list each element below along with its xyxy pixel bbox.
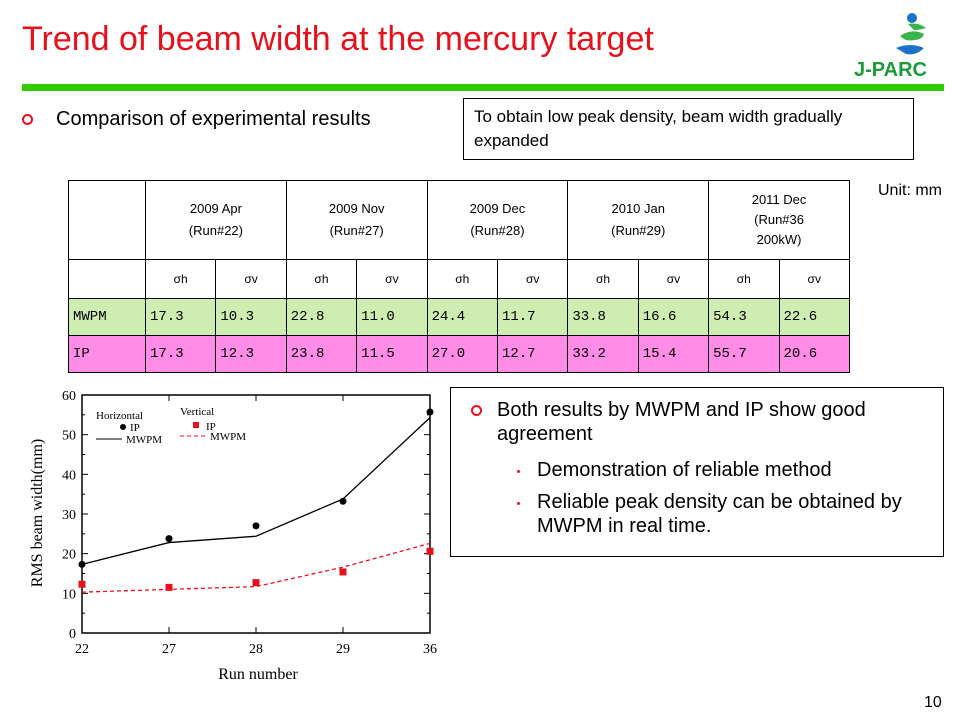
- sigma-label: σv: [215, 259, 287, 299]
- table-cell: 24.4: [426, 298, 498, 336]
- horizontal-ip-point: [165, 535, 173, 543]
- table-cell: 22.8: [285, 298, 358, 336]
- results-table: 2009 Apr (Run#22) 2009 Nov (Run#27) 2009 D…: [68, 180, 851, 373]
- sigma-label: σv: [637, 259, 710, 299]
- horizontal-ip-point: [426, 408, 434, 416]
- table-cell: 17.3: [144, 298, 217, 336]
- table-cell: 11.7: [496, 298, 569, 336]
- table-cell: 12.3: [215, 335, 287, 373]
- sigma-label: σh: [285, 259, 358, 299]
- vertical-mwpm-line: [81, 542, 431, 593]
- legend-vertical-title: Vertical: [180, 406, 214, 418]
- table-cell: 10.3: [215, 298, 287, 336]
- beam-width-chart: 0 10 20 30 40 50 60 22 27 28 29 36 Horizontal IP MWPM…: [20, 385, 440, 685]
- unit-label: Unit: mm: [878, 182, 942, 199]
- sigma-label: σh: [567, 259, 639, 299]
- table-cell: 15.4: [637, 335, 710, 373]
- circle-bullet-icon: [22, 114, 33, 125]
- horizontal-ip-point: [252, 522, 260, 530]
- table-cell: 33.2: [567, 335, 639, 373]
- jparc-logo: J-PARC: [850, 6, 946, 82]
- sub-bullet-icon: [517, 502, 520, 505]
- table-row-ip: IP 17.3 12.3 23.8 11.5 27.0 12.7 33.2 15…: [68, 335, 851, 373]
- title-underline-bar: [22, 84, 944, 91]
- column-header: 2009 Apr (Run#22): [145, 180, 287, 260]
- sigma-label: σh: [426, 259, 498, 299]
- legend-horizontal-title: Horizontal: [96, 410, 143, 422]
- x-tick-label: 29: [336, 642, 350, 657]
- page-number: 10: [924, 694, 942, 711]
- row-label: MWPM: [68, 298, 146, 336]
- sigma-label: σv: [356, 259, 428, 299]
- column-header: 2009 Dec (Run#28): [426, 180, 569, 260]
- y-axis-label: RMS beam width(mm): [29, 439, 46, 587]
- slide-title: Trend of beam width at the mercury targe…: [22, 20, 654, 58]
- circle-bullet-icon: [471, 405, 482, 416]
- legend-ip-label: IP: [206, 421, 216, 433]
- table-cell: 22.6: [778, 298, 851, 336]
- table-cell: 11.5: [356, 335, 428, 373]
- x-axis-label: Run number: [218, 666, 298, 683]
- column-header: 2011 Dec (Run#36 200kW): [708, 180, 850, 260]
- x-tick-label: 36: [423, 642, 437, 657]
- row-label: IP: [68, 335, 146, 373]
- y-tick-label: 10: [62, 587, 76, 602]
- table-cell: 23.8: [285, 335, 358, 373]
- y-tick-label: 20: [62, 548, 76, 563]
- horizontal-mwpm-line: [81, 417, 431, 566]
- legend-ip-marker: [120, 424, 126, 430]
- table-row-mwpm: MWPM 17.3 10.3 22.8 11.0 24.4 11.7 33.8 …: [68, 298, 851, 336]
- findings-main: Both results by MWPM and IP show good ag…: [497, 399, 866, 445]
- sub-bullet-icon: [517, 470, 520, 473]
- sigma-row: σh σv σh σv σh σv σh σv σh σv: [68, 259, 851, 299]
- table-cell: 33.8: [567, 298, 639, 336]
- sigma-label: σv: [778, 259, 851, 299]
- vertical-ip-point: [78, 580, 86, 588]
- sigma-label: σh: [144, 259, 217, 299]
- sigma-label: σv: [496, 259, 569, 299]
- note-box: To obtain low peak density, beam width g…: [463, 98, 914, 160]
- table-cell: 27.0: [426, 335, 498, 373]
- x-tick-label: 22: [75, 642, 89, 657]
- x-tick-label: 28: [249, 642, 263, 657]
- column-header: 2010 Jan (Run#29): [567, 180, 710, 260]
- table-header-row: 2009 Apr (Run#22) 2009 Nov (Run#27) 2009 D…: [68, 180, 850, 260]
- table-cell: 12.7: [496, 335, 569, 373]
- table-cell: 20.6: [778, 335, 851, 373]
- table-cell: 17.3: [144, 335, 217, 373]
- findings-box: Both results by MWPM and IP show good ag…: [450, 387, 944, 557]
- y-tick-label: 0: [69, 627, 76, 642]
- sigma-label: σh: [708, 259, 780, 299]
- vertical-ip-point: [426, 547, 434, 555]
- sigma-row-label: [68, 259, 146, 299]
- vertical-ip-point: [339, 568, 347, 576]
- legend-ip-marker-red: [193, 422, 199, 428]
- x-tick-label: 27: [162, 642, 176, 657]
- chart-marks: [78, 408, 434, 593]
- table-cell: 11.0: [356, 298, 428, 336]
- y-tick-label: 50: [62, 429, 76, 444]
- chart-axes: 0 10 20 30 40 50 60 22 27 28 29 36: [62, 389, 437, 657]
- column-header: 2009 Nov (Run#27): [285, 180, 428, 260]
- jparc-logo-icon: J-PARC: [854, 13, 927, 81]
- findings-sub-item: Demonstration of reliable method: [537, 459, 832, 481]
- legend-mwpm-label: MWPM: [210, 431, 246, 443]
- table-cell: 54.3: [708, 298, 780, 336]
- table-cell: 16.6: [637, 298, 710, 336]
- findings-sub-item: Reliable peak density can be obtained by…: [537, 491, 902, 537]
- legend-ip-label: IP: [130, 422, 140, 434]
- table-cell: 55.7: [708, 335, 780, 373]
- y-tick-label: 60: [62, 389, 76, 404]
- y-tick-label: 40: [62, 468, 76, 483]
- y-tick-label: 30: [62, 508, 76, 523]
- vertical-ip-point: [252, 579, 260, 587]
- logo-text: J-PARC: [854, 59, 927, 81]
- vertical-ip-point: [165, 583, 173, 591]
- table-corner-cell: [68, 180, 146, 260]
- comparison-heading: Comparison of experimental results: [56, 108, 371, 130]
- legend-mwpm-label: MWPM: [126, 434, 162, 446]
